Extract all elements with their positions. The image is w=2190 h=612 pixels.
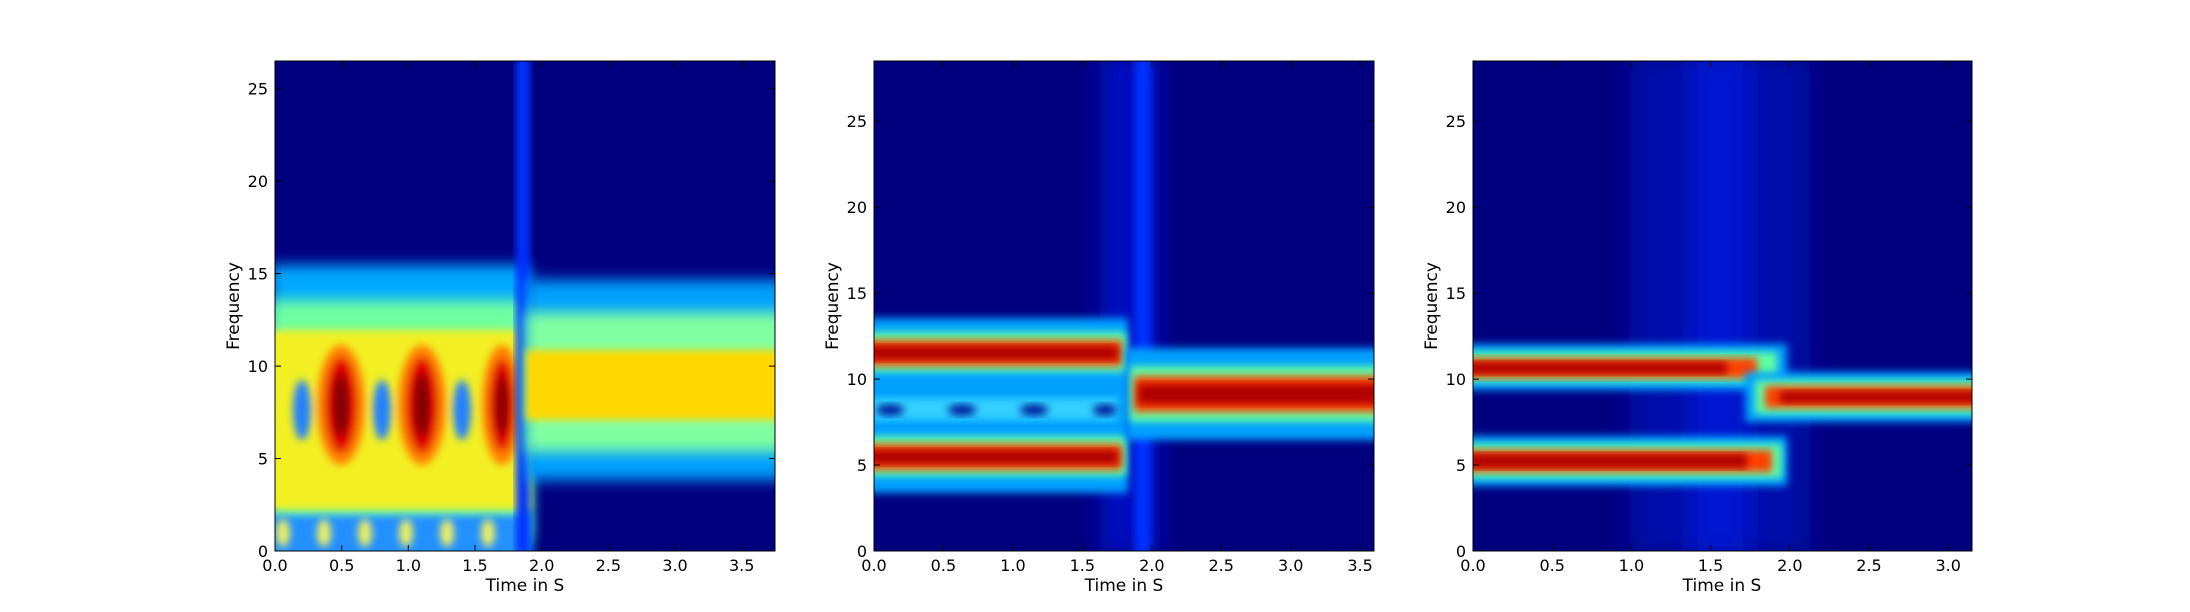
y-tick-label: 0: [258, 542, 268, 561]
x-tick-label: 3.0: [662, 556, 687, 575]
y-axis-title: Frequency: [823, 262, 843, 350]
x-axis-title: Time in S: [485, 576, 565, 596]
y-tick-label: 20: [1446, 198, 1466, 217]
y-tick-label: 5: [258, 450, 268, 469]
y-tick-label: 15: [1446, 284, 1466, 303]
x-tick-label: 3.5: [729, 556, 754, 575]
y-tick-label: 20: [248, 172, 268, 191]
x-tick-label: 2.5: [596, 556, 621, 575]
spectrogram-panel-1: 0.0 0.5 1.0 1.5 2.0 2.5 3.0 3.5 0 5 10 1…: [224, 60, 776, 596]
x-axis-2: [873, 61, 1361, 551]
x-tick-label: 0.5: [931, 556, 956, 575]
y-axis-title: Frequency: [224, 262, 244, 350]
y-tick-label: 15: [248, 265, 268, 284]
axes-frame-2: [873, 60, 1375, 552]
axes-frame-3: [1472, 60, 1973, 552]
x-axis-title: Time in S: [1084, 576, 1164, 596]
y-axis-title: Frequency: [1422, 262, 1442, 350]
y-tick-label: 5: [1456, 456, 1466, 475]
x-tick-label: 3.0: [1935, 556, 1960, 575]
x-tick-label: 2.0: [1139, 556, 1164, 575]
x-tick-label: 1.0: [396, 556, 421, 575]
x-tick-label: 0.0: [861, 556, 886, 575]
x-tick-label: 2.0: [529, 556, 554, 575]
y-tick-label: 10: [248, 357, 268, 376]
y-tick-label: 5: [857, 456, 867, 475]
x-tick-label: 1.5: [1070, 556, 1095, 575]
x-axis-3: [1472, 61, 1949, 551]
x-tick-label: 2.5: [1208, 556, 1233, 575]
y-tick-label: 25: [847, 112, 867, 131]
x-tick-label: 1.0: [1000, 556, 1025, 575]
x-tick-label: 0.0: [262, 556, 287, 575]
y-tick-label: 25: [248, 80, 268, 99]
x-tick-label: 3.0: [1278, 556, 1303, 575]
y-tick-label: 25: [1446, 112, 1466, 131]
y-axis-3: [1473, 120, 1972, 552]
heatmap-image-3: [1473, 61, 1972, 551]
heatmap-image-1: [275, 61, 775, 551]
heatmap-image-2: [874, 61, 1374, 551]
x-tick-label: 2.5: [1856, 556, 1881, 575]
x-axis-title: Time in S: [1682, 576, 1762, 596]
x-axis-1: [274, 61, 743, 551]
y-tick-label: 20: [847, 198, 867, 217]
y-tick-label: 0: [857, 542, 867, 561]
y-tick-label: 0: [1456, 542, 1466, 561]
y-tick-label: 10: [847, 370, 867, 389]
x-tick-label: 1.5: [462, 556, 487, 575]
x-tick-label: 0.0: [1460, 556, 1485, 575]
x-tick-label: 0.5: [329, 556, 354, 575]
y-tick-label: 10: [1446, 370, 1466, 389]
x-tick-label: 3.5: [1347, 556, 1372, 575]
spectrogram-panel-3: 0.0 0.5 1.0 1.5 2.0 2.5 3.0 0 5 10 15 20…: [1422, 60, 1973, 596]
x-tick-label: 1.5: [1698, 556, 1723, 575]
y-axis-2: [874, 120, 1374, 552]
y-axis-1: [275, 88, 775, 552]
y-tick-label: 15: [847, 284, 867, 303]
spectrogram-panel-2: 0.0 0.5 1.0 1.5 2.0 2.5 3.0 3.5 0 5 10 1…: [823, 60, 1375, 596]
axes-frame-1: [274, 60, 776, 552]
x-tick-label: 1.0: [1619, 556, 1644, 575]
x-tick-label: 0.5: [1539, 556, 1564, 575]
x-tick-label: 2.0: [1777, 556, 1802, 575]
